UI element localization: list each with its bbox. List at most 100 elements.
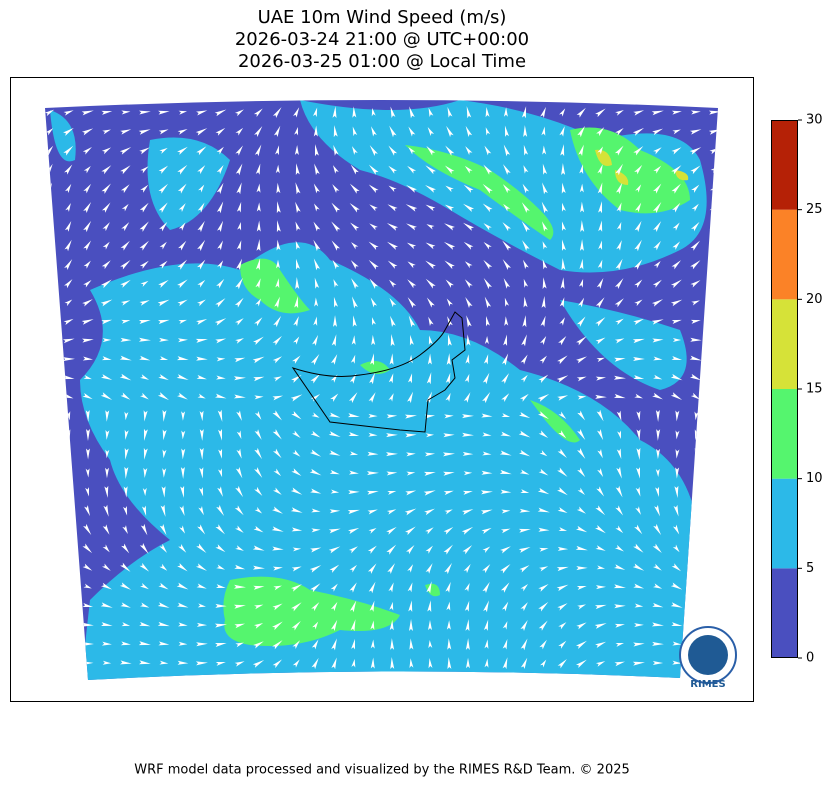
wind-arrow (255, 258, 261, 271)
wind-arrow (351, 638, 356, 650)
wind-arrow (597, 429, 604, 441)
wind-arrow (369, 223, 378, 231)
wind-arrow (672, 524, 680, 535)
wind-arrow (83, 583, 92, 589)
wind-arrow (386, 471, 398, 476)
wind-arrow (425, 527, 434, 535)
wind-arrow (616, 240, 622, 251)
wind-arrow (405, 526, 416, 536)
wind-arrow (616, 448, 622, 460)
wind-arrow (425, 563, 433, 574)
wind-arrow (617, 430, 622, 440)
wind-arrow (503, 334, 508, 346)
wind-arrow (463, 392, 471, 403)
wind-arrow (236, 258, 243, 271)
wind-arrow (139, 260, 149, 269)
wind-arrow (252, 565, 265, 570)
wind-arrow (387, 491, 397, 495)
wind-arrow (369, 145, 378, 156)
wind-arrow (672, 202, 681, 213)
wind-arrow (138, 337, 151, 342)
wind-arrow (576, 566, 588, 571)
wind-arrow (386, 526, 397, 535)
wind-arrow (101, 319, 113, 325)
wind-arrow (45, 642, 55, 648)
wind-arrow (368, 528, 377, 534)
wind-arrow (139, 300, 150, 306)
wind-arrow (501, 373, 510, 384)
wind-arrow (558, 411, 567, 420)
wind-arrow (83, 523, 92, 536)
wind-arrow (388, 145, 398, 156)
wind-arrow (709, 337, 718, 342)
wind-arrow (140, 166, 149, 174)
wind-arrow (694, 411, 699, 421)
wind-arrow (652, 660, 664, 665)
wind-arrow (65, 466, 71, 479)
wind-arrow (709, 392, 718, 400)
wind-arrow (576, 316, 586, 327)
wind-arrow (387, 204, 398, 212)
wind-arrow (405, 204, 418, 212)
wind-arrow (692, 524, 698, 535)
wind-arrow (480, 509, 493, 515)
wind-arrow (65, 506, 71, 515)
wind-arrow (328, 431, 341, 437)
wind-arrow (101, 582, 113, 590)
wind-arrow (502, 222, 512, 232)
wind-arrow (256, 183, 261, 193)
wind-arrow (351, 335, 356, 345)
wind-arrow (615, 127, 624, 136)
wind-arrow (389, 297, 397, 308)
wind-arrow (635, 202, 642, 213)
wind-arrow (652, 279, 662, 288)
wind-arrow (197, 220, 205, 233)
wind-arrow (369, 600, 375, 612)
wind-arrow (273, 487, 282, 495)
title-line: 2026-03-25 01:00 @ Local Time (238, 51, 526, 72)
wind-arrow (218, 448, 223, 459)
wind-arrow (197, 299, 206, 307)
wind-arrow (560, 277, 565, 289)
wind-arrow (120, 184, 130, 194)
wind-arrow (119, 582, 132, 590)
wind-arrow (368, 432, 378, 437)
wind-arrow (178, 543, 187, 553)
wind-arrow (105, 410, 110, 422)
wind-arrow (348, 392, 358, 404)
wind-arrow (409, 658, 414, 668)
wind-arrow (235, 277, 243, 290)
wind-arrow (366, 471, 379, 476)
wind-arrow (407, 582, 413, 593)
colorbar-segment (771, 299, 798, 389)
wind-arrow (295, 277, 300, 290)
wind-arrow (634, 623, 644, 628)
wind-arrow (234, 109, 244, 117)
wind-arrow (180, 467, 185, 479)
wind-arrow (443, 490, 454, 496)
wind-arrow (483, 278, 492, 290)
wind-arrow (216, 504, 225, 517)
wind-arrow (101, 563, 111, 571)
wind-arrow (462, 432, 474, 437)
wind-arrow (408, 619, 413, 632)
wind-arrow (540, 335, 547, 345)
wind-arrow (653, 202, 662, 214)
wind-arrow (502, 621, 508, 630)
wind-arrow (349, 183, 360, 194)
wind-arrow (82, 393, 93, 400)
wind-arrow (576, 506, 586, 514)
wind-arrow (387, 260, 398, 269)
wind-arrow (310, 393, 321, 402)
wind-arrow (234, 297, 244, 308)
wind-arrow (635, 184, 642, 193)
wind-arrow (45, 297, 54, 308)
wind-arrow (351, 296, 358, 309)
wind-arrow (595, 505, 606, 516)
wind-arrow (368, 581, 376, 594)
wind-arrow (295, 240, 301, 250)
wind-arrow (369, 204, 378, 212)
wind-arrow (465, 125, 473, 137)
wind-arrow (636, 447, 641, 460)
wind-arrow (45, 564, 56, 570)
